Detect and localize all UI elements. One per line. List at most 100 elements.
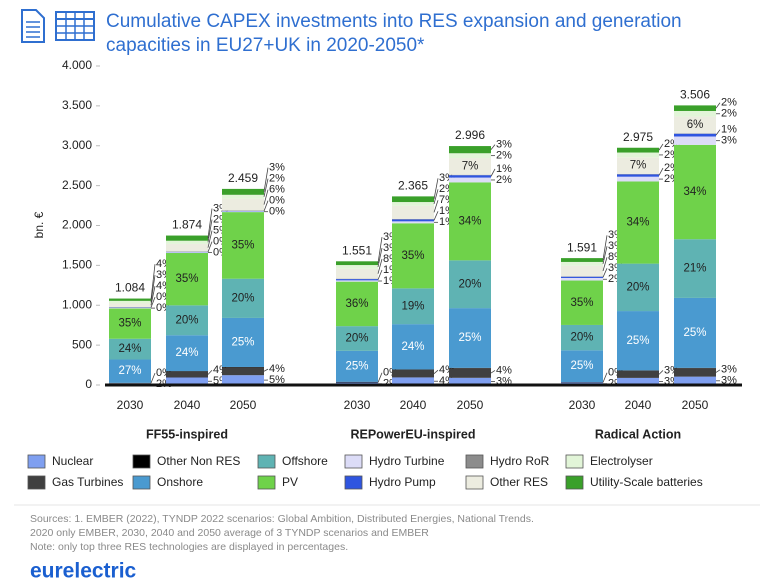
total-label: 2.975: [623, 130, 653, 144]
y-tick-label: 2.500: [62, 178, 92, 192]
share-label: 24%: [118, 343, 141, 355]
x-tick-label: 2030: [344, 398, 371, 412]
leader: [264, 369, 268, 371]
legend-label: Offshore: [282, 454, 328, 468]
title-line: capacities in EU27+UK in 2020-2050*: [106, 35, 425, 56]
bar-segment: [392, 221, 434, 223]
bar-segment: [392, 219, 434, 221]
share-label: 0%: [269, 195, 285, 207]
leader: [491, 145, 495, 150]
bar-segment: [674, 368, 716, 376]
bar-segment: [617, 371, 659, 378]
bar-segment: [392, 196, 434, 202]
legend-label: Electrolyser: [590, 454, 653, 468]
share-label: 0%: [269, 206, 285, 218]
table-icon: [56, 12, 94, 40]
legend-swatch: [133, 476, 150, 489]
bar-segment: [109, 301, 151, 304]
group-label: FF55-inspired: [146, 427, 228, 441]
total-label: 2.996: [455, 128, 485, 142]
bar-segment: [222, 211, 264, 212]
legend-label: Hydro RoR: [490, 454, 550, 468]
legend-swatch: [28, 476, 45, 489]
leader: [434, 370, 438, 373]
bar-segment: [336, 265, 378, 269]
bar-segment: [561, 266, 603, 277]
legend-label: Onshore: [157, 475, 203, 489]
legend-swatch: [133, 455, 150, 468]
leader: [716, 103, 720, 108]
source-line: Note: only top three RES technologies ar…: [30, 541, 348, 553]
y-tick-label: 0: [85, 377, 92, 391]
bar-segment: [222, 189, 264, 195]
total-label: 1.551: [342, 243, 372, 257]
x-tick-label: 2040: [400, 398, 427, 412]
group-label: Radical Action: [595, 427, 681, 441]
share-label: 19%: [401, 300, 424, 312]
x-tick-label: 2030: [569, 398, 596, 412]
bar-segment: [222, 199, 264, 211]
legend-swatch: [28, 455, 45, 468]
share-label: 2%: [496, 174, 512, 186]
y-tick-label: 1.000: [62, 297, 92, 311]
bar-segment: [449, 175, 491, 177]
share-label: 2%: [269, 173, 285, 185]
share-label: 4%: [496, 364, 512, 376]
bar-segment: [392, 202, 434, 206]
share-label: 27%: [118, 365, 141, 377]
bar-segment: [674, 134, 716, 137]
leader: [659, 370, 663, 374]
share-label: 35%: [401, 250, 424, 262]
bar-segment: [336, 280, 378, 281]
leader: [434, 211, 438, 220]
y-tick-label: 3.000: [62, 138, 92, 152]
share-label: 3%: [721, 135, 737, 147]
bar-segment: [336, 279, 378, 280]
group-label: REPowerEU-inspired: [350, 427, 475, 441]
legend-swatch: [566, 455, 583, 468]
legend-swatch: [258, 476, 275, 489]
total-label: 1.591: [567, 240, 597, 254]
share-label: 34%: [683, 186, 706, 198]
bar-segment: [617, 148, 659, 153]
bar-segment: [674, 136, 716, 144]
share-label: 7%: [630, 160, 647, 172]
leader: [208, 370, 212, 374]
legend-swatch: [566, 476, 583, 489]
share-label: 34%: [626, 217, 649, 229]
leader: [491, 169, 495, 176]
bar-segment: [674, 111, 716, 117]
leader: [378, 373, 382, 383]
x-tick-label: 2050: [682, 398, 709, 412]
share-label: 35%: [118, 318, 141, 330]
bar-segment: [109, 308, 151, 309]
x-tick-label: 2040: [625, 398, 652, 412]
leader: [716, 130, 720, 135]
share-label: 25%: [345, 360, 368, 372]
bar-segment: [336, 261, 378, 265]
legend-label: Other RES: [490, 475, 548, 489]
bar-segment: [449, 153, 491, 158]
share-label: 1%: [721, 124, 737, 136]
bar-segment: [336, 269, 378, 279]
y-tick-label: 2.000: [62, 218, 92, 232]
share-label: 20%: [231, 292, 254, 304]
bar-segment: [222, 367, 264, 375]
bar-segment: [222, 195, 264, 199]
doc-icon: [22, 10, 44, 42]
total-label: 3.506: [680, 88, 710, 102]
share-label: 2%: [721, 97, 737, 109]
share-label: 1%: [496, 163, 512, 175]
share-label: 20%: [345, 333, 368, 345]
bar-segment: [392, 206, 434, 219]
share-label: 2%: [721, 108, 737, 120]
x-tick-label: 2050: [230, 398, 257, 412]
share-label: 4%: [269, 363, 285, 375]
source-line: 2020 only EMBER, 2030, 2040 and 2050 ave…: [30, 527, 429, 539]
y-axis-label: bn. €: [32, 211, 46, 238]
x-tick-label: 2040: [174, 398, 201, 412]
y-tick-label: 4.000: [62, 58, 92, 72]
legend-swatch: [258, 455, 275, 468]
legend-swatch: [466, 476, 483, 489]
